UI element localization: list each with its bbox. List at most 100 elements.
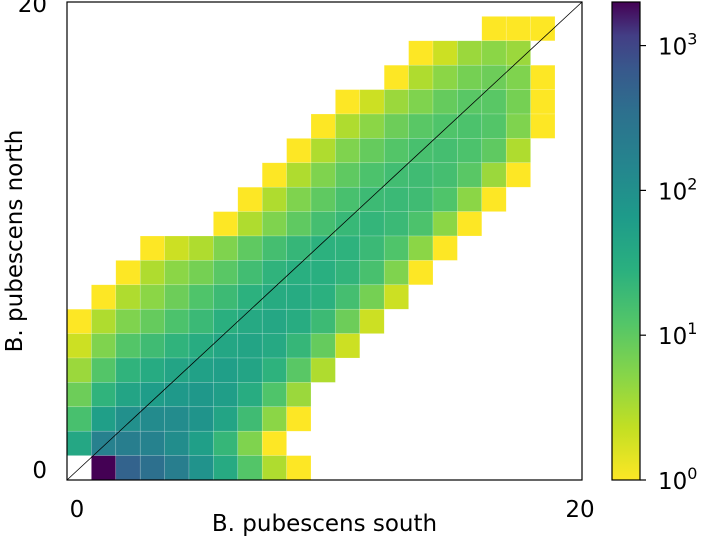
heatmap-cell — [383, 64, 409, 90]
heatmap-cell — [164, 455, 190, 481]
heatmap-cell — [115, 406, 141, 432]
heatmap-cell — [261, 260, 287, 286]
heatmap-cell — [310, 138, 336, 164]
heatmap-cell — [115, 308, 141, 334]
heatmap-cell — [164, 308, 190, 334]
heatmap-cell — [139, 406, 165, 432]
heatmap-cell — [335, 89, 361, 115]
heatmap-cell — [457, 89, 483, 115]
colorbar-tick-label: 100 — [658, 464, 697, 495]
heatmap-cell — [408, 186, 434, 212]
heatmap-cell — [505, 162, 531, 188]
heatmap-cell — [359, 260, 385, 286]
heatmap-cell — [213, 235, 239, 261]
heatmap-cell — [359, 211, 385, 237]
heatmap-cell — [188, 308, 214, 334]
heatmap-cell — [188, 284, 214, 310]
y-axis-label: B. pubescens north — [2, 130, 28, 353]
heatmap-cell — [261, 235, 287, 261]
heatmap-cell — [359, 162, 385, 188]
heatmap-cell — [383, 138, 409, 164]
heatmap-cell — [530, 16, 556, 42]
heatmap-cell — [164, 430, 190, 456]
heatmap-cell — [261, 308, 287, 334]
heatmap-cell — [481, 40, 507, 66]
heatmap-cell — [188, 430, 214, 456]
heatmap-cell — [505, 16, 531, 42]
heatmap-cell — [164, 333, 190, 359]
heatmap-cell — [139, 430, 165, 456]
y-axis-ticks: 0 20 — [18, 0, 47, 484]
heatmap-cell — [408, 40, 434, 66]
heatmap-cell — [66, 333, 92, 359]
heatmap-cell — [91, 333, 117, 359]
heatmap-cell — [286, 211, 312, 237]
heatmap-cell — [457, 186, 483, 212]
x-tick-label: 20 — [565, 497, 594, 523]
heatmap-cell — [261, 162, 287, 188]
heatmap-cell — [91, 455, 117, 481]
heatmap-cell — [286, 406, 312, 432]
heatmap-cell — [432, 186, 458, 212]
heatmap-cell — [481, 162, 507, 188]
heatmap-cell — [457, 211, 483, 237]
heatmap-cell — [237, 211, 263, 237]
heatmap-cell — [481, 89, 507, 115]
heatmap-cell — [286, 382, 312, 408]
heatmap-cell — [139, 284, 165, 310]
heatmap-cell — [310, 260, 336, 286]
heatmap-cell — [261, 284, 287, 310]
heatmap-cell — [237, 284, 263, 310]
heatmap-cell — [432, 162, 458, 188]
heatmap-cell — [335, 138, 361, 164]
heatmap-cell — [432, 40, 458, 66]
heatmap-cell — [310, 186, 336, 212]
heatmap-cell — [115, 430, 141, 456]
plot-frame — [66, 1, 583, 481]
y-tick-label: 20 — [18, 0, 47, 18]
heatmap-cell — [505, 89, 531, 115]
heatmap-cell — [164, 260, 190, 286]
heatmap-cell — [237, 260, 263, 286]
heatmap-cell — [408, 235, 434, 261]
colorbar-tick-label: 101 — [658, 319, 697, 350]
heatmap-cell — [383, 89, 409, 115]
heatmap-cell — [261, 382, 287, 408]
heatmap-cell — [286, 186, 312, 212]
x-axis-ticks: 0 20 — [70, 497, 595, 523]
heatmap-cell — [359, 113, 385, 139]
heatmap-cell — [261, 211, 287, 237]
heatmap-cell — [213, 455, 239, 481]
heatmap-cell — [237, 333, 263, 359]
heatmap-cell — [237, 430, 263, 456]
heatmap-cell — [261, 357, 287, 383]
heatmap-cell — [91, 406, 117, 432]
heatmap-cell — [237, 406, 263, 432]
heatmap-cell — [164, 284, 190, 310]
heatmap-cell — [408, 64, 434, 90]
heatmap-cell — [237, 186, 263, 212]
heatmap-cell — [213, 308, 239, 334]
heatmap-cell — [188, 357, 214, 383]
heatmap-cell — [286, 138, 312, 164]
heatmap-cell — [432, 138, 458, 164]
heatmap-cell — [383, 284, 409, 310]
heatmap-cell — [432, 235, 458, 261]
heatmap-cell — [457, 162, 483, 188]
heatmap-cell — [359, 89, 385, 115]
heatmap-cell — [359, 284, 385, 310]
heatmap-cell — [91, 284, 117, 310]
heatmap-cell — [261, 406, 287, 432]
heatmap-cell — [213, 357, 239, 383]
x-axis-label: B. pubescens south — [212, 511, 437, 537]
colorbar-tick-label: 102 — [658, 174, 697, 205]
heatmap-cell — [359, 186, 385, 212]
heatmap-cell — [335, 113, 361, 139]
heatmap-cell — [310, 211, 336, 237]
heatmap-cell — [115, 333, 141, 359]
heatmap-cell — [505, 138, 531, 164]
heatmap-cell — [457, 113, 483, 139]
heatmap-cell — [164, 382, 190, 408]
heatmap-cell — [237, 308, 263, 334]
heatmap-cell — [359, 235, 385, 261]
